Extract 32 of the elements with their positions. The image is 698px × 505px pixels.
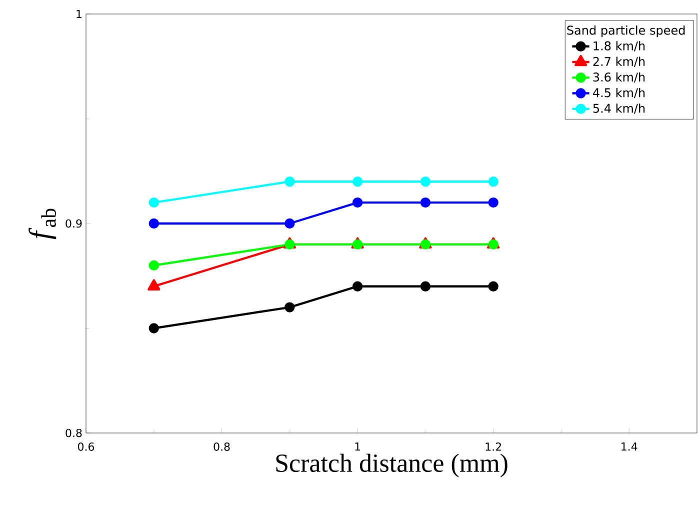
point bbox=[148, 323, 159, 334]
point bbox=[352, 197, 363, 208]
point bbox=[488, 281, 498, 292]
point bbox=[420, 281, 431, 292]
y-tick-label: 1 bbox=[76, 10, 82, 18]
point bbox=[488, 176, 498, 187]
x-tick-label: 0.6 bbox=[78, 442, 94, 451]
point bbox=[420, 176, 431, 187]
legend-label: 1.8 km/h bbox=[594, 41, 645, 52]
point bbox=[148, 218, 159, 229]
legend-label: 3.6 km/h bbox=[593, 72, 645, 83]
point bbox=[284, 218, 295, 229]
y-axis-title: f$_{ab}$ bbox=[28, 208, 56, 240]
point bbox=[420, 197, 431, 208]
x-tick-label: 1.4 bbox=[622, 442, 638, 451]
legend-label: 4.5 km/h bbox=[592, 88, 645, 98]
point bbox=[148, 260, 159, 270]
x-tick-label: 0.8 bbox=[214, 442, 230, 451]
point bbox=[148, 197, 159, 208]
y-tick-label: 0.9 bbox=[66, 219, 82, 228]
point bbox=[352, 176, 363, 187]
y-tick-label: 0.8 bbox=[66, 428, 82, 438]
point bbox=[284, 176, 295, 187]
legend-label: 5.4 km/h bbox=[593, 104, 645, 114]
point bbox=[352, 281, 363, 292]
point bbox=[284, 302, 295, 312]
legend-title: Sand particle speed bbox=[567, 25, 685, 38]
x-axis-title: Scratch distance (mm) bbox=[276, 454, 508, 478]
x-tick-label: 1.2 bbox=[486, 442, 501, 451]
x-tick-label: 1 bbox=[355, 442, 360, 451]
point bbox=[488, 197, 498, 208]
legend-label: 2.7 km/h bbox=[593, 56, 645, 67]
